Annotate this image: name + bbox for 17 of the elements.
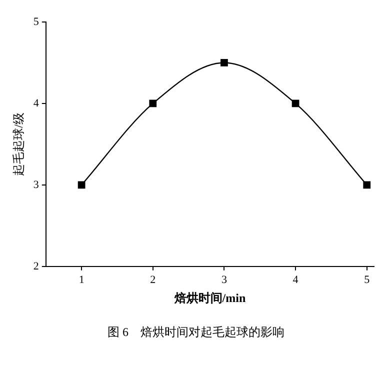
x-tick-label: 3	[221, 274, 228, 286]
point	[292, 100, 300, 108]
y-tick-label: 3	[33, 178, 40, 191]
point	[78, 181, 86, 189]
y-tick-label: 4	[33, 97, 40, 110]
x-tick-label: 2	[150, 274, 156, 286]
point	[363, 181, 371, 189]
y-tick-label: 5	[33, 16, 40, 28]
point	[149, 100, 157, 108]
caption: 图 6 焙烘时间对起毛起球的影响	[106, 324, 286, 341]
x-tick-label: 4	[292, 274, 299, 286]
point	[220, 59, 228, 66]
y-axis-title: 起毛起球/级	[11, 112, 26, 176]
x-tick-label: 1	[78, 274, 84, 286]
x-axis-title: 焙烘时间/min	[173, 290, 246, 305]
y-tick-label: 2	[33, 260, 39, 272]
x-tick-label: 5	[364, 274, 370, 286]
